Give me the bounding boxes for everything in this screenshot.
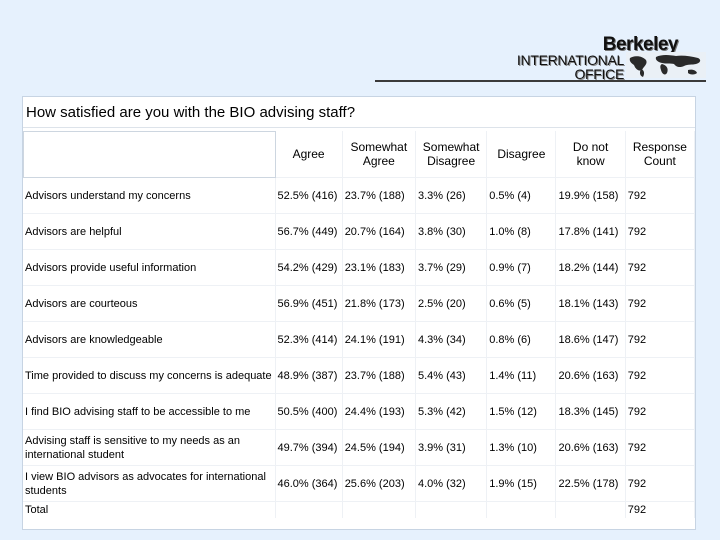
- survey-question: How satisfied are you with the BIO advis…: [26, 104, 356, 121]
- title-divider: [23, 127, 695, 128]
- somewhat-disagree-cell: 5.4% (43): [415, 358, 488, 394]
- agree-cell: 52.5% (416): [275, 178, 343, 214]
- header-somewhat-disagree: Somewhat Disagree: [415, 131, 488, 178]
- logo-line-international: INTERNATIONAL: [516, 52, 624, 68]
- total-empty-cell: [343, 502, 416, 518]
- somewhat-agree-cell: 24.4% (193): [342, 394, 416, 430]
- row-label: Advisors are helpful: [23, 214, 276, 250]
- response-count-cell: 792: [625, 322, 695, 358]
- total-row: Total 792: [23, 502, 695, 518]
- somewhat-agree-cell: 24.5% (194): [342, 430, 416, 466]
- disagree-cell: 1.4% (11): [487, 358, 557, 394]
- row-label: Time provided to discuss my concerns is …: [23, 358, 276, 394]
- somewhat-disagree-cell: 3.7% (29): [415, 250, 488, 286]
- logo-berkeley-text: Berkeley: [602, 34, 679, 55]
- row-label: Advisors understand my concerns: [23, 178, 276, 214]
- response-count-cell: 792: [625, 214, 695, 250]
- disagree-cell: 1.5% (12): [487, 394, 557, 430]
- agree-cell: 49.7% (394): [275, 430, 343, 466]
- total-empty-cell: [487, 502, 557, 518]
- do-not-know-cell: 22.5% (178): [556, 466, 626, 502]
- response-count-cell: 792: [625, 466, 695, 502]
- header-rule: [375, 80, 706, 82]
- header-disagree: Disagree: [487, 131, 557, 178]
- total-empty-cell: [556, 502, 626, 518]
- total-empty-cell: [276, 502, 343, 518]
- disagree-cell: 1.0% (8): [487, 214, 557, 250]
- survey-results-table: Agree Somewhat Agree Somewhat Disagree D…: [23, 131, 695, 518]
- do-not-know-cell: 20.6% (163): [556, 358, 626, 394]
- world-map-icon: [626, 52, 706, 78]
- total-label: Total: [23, 502, 276, 518]
- table-row: Advisors are knowledgeable 52.3% (414) 2…: [23, 322, 695, 358]
- somewhat-disagree-cell: 3.8% (30): [415, 214, 488, 250]
- agree-cell: 56.7% (449): [275, 214, 343, 250]
- row-label: I view BIO advisors as advocates for int…: [23, 466, 276, 502]
- do-not-know-cell: 18.1% (143): [556, 286, 626, 322]
- somewhat-agree-cell: 25.6% (203): [342, 466, 416, 502]
- header-do-not-know: Do not know: [556, 131, 626, 178]
- table-row: Advisors are courteous 56.9% (451) 21.8%…: [23, 286, 695, 322]
- response-count-cell: 792: [625, 250, 695, 286]
- do-not-know-cell: 17.8% (141): [556, 214, 626, 250]
- table-row: I find BIO advising staff to be accessib…: [23, 394, 695, 430]
- table-row: Advisors understand my concerns 52.5% (4…: [23, 178, 695, 214]
- somewhat-disagree-cell: 4.3% (34): [415, 322, 488, 358]
- agree-cell: 50.5% (400): [275, 394, 343, 430]
- do-not-know-cell: 19.9% (158): [556, 178, 626, 214]
- total-empty-cell: [416, 502, 488, 518]
- response-count-cell: 792: [625, 430, 695, 466]
- disagree-cell: 1.3% (10): [487, 430, 557, 466]
- header-agree: Agree: [275, 131, 343, 178]
- table-row: Advising staff is sensitive to my needs …: [23, 430, 695, 466]
- table-row: Advisors provide useful information 54.2…: [23, 250, 695, 286]
- survey-panel: How satisfied are you with the BIO advis…: [22, 96, 696, 530]
- row-label: I find BIO advising staff to be accessib…: [23, 394, 276, 430]
- disagree-cell: 0.6% (5): [487, 286, 557, 322]
- somewhat-agree-cell: 21.8% (173): [342, 286, 416, 322]
- row-label: Advising staff is sensitive to my needs …: [23, 430, 276, 466]
- agree-cell: 56.9% (451): [275, 286, 343, 322]
- somewhat-agree-cell: 23.7% (188): [342, 358, 416, 394]
- disagree-cell: 0.5% (4): [487, 178, 557, 214]
- agree-cell: 52.3% (414): [275, 322, 343, 358]
- response-count-cell: 792: [625, 178, 695, 214]
- do-not-know-cell: 18.6% (147): [556, 322, 626, 358]
- header-somewhat-agree: Somewhat Agree: [342, 131, 416, 178]
- do-not-know-cell: 18.3% (145): [556, 394, 626, 430]
- do-not-know-cell: 18.2% (144): [556, 250, 626, 286]
- row-label: Advisors are courteous: [23, 286, 276, 322]
- disagree-cell: 1.9% (15): [487, 466, 557, 502]
- logo-line-office: OFFICE: [574, 66, 624, 82]
- header-response-count: Response Count: [625, 131, 695, 178]
- row-label: Advisors provide useful information: [23, 250, 276, 286]
- response-count-cell: 792: [625, 286, 695, 322]
- response-count-cell: 792: [625, 394, 695, 430]
- disagree-cell: 0.9% (7): [487, 250, 557, 286]
- somewhat-agree-cell: 23.7% (188): [342, 178, 416, 214]
- table-row: Advisors are helpful 56.7% (449) 20.7% (…: [23, 214, 695, 250]
- logo-office-text: INTERNATIONAL OFFICE: [517, 53, 624, 81]
- somewhat-disagree-cell: 3.3% (26): [415, 178, 488, 214]
- response-count-cell: 792: [625, 358, 695, 394]
- somewhat-disagree-cell: 5.3% (42): [415, 394, 488, 430]
- total-count: 792: [626, 502, 695, 518]
- somewhat-agree-cell: 23.1% (183): [342, 250, 416, 286]
- table-row: I view BIO advisors as advocates for int…: [23, 466, 695, 502]
- agree-cell: 46.0% (364): [275, 466, 343, 502]
- header-blank-cell: [23, 131, 276, 178]
- table-header-row: Agree Somewhat Agree Somewhat Disagree D…: [23, 131, 695, 178]
- disagree-cell: 0.8% (6): [487, 322, 557, 358]
- berkeley-international-office-logo: Berkeley INTERNATIONAL OFFICE: [496, 34, 706, 82]
- agree-cell: 48.9% (387): [275, 358, 343, 394]
- somewhat-disagree-cell: 4.0% (32): [415, 466, 488, 502]
- somewhat-disagree-cell: 3.9% (31): [415, 430, 488, 466]
- table-row: Time provided to discuss my concerns is …: [23, 358, 695, 394]
- somewhat-agree-cell: 24.1% (191): [342, 322, 416, 358]
- somewhat-agree-cell: 20.7% (164): [342, 214, 416, 250]
- row-label: Advisors are knowledgeable: [23, 322, 276, 358]
- agree-cell: 54.2% (429): [275, 250, 343, 286]
- do-not-know-cell: 20.6% (163): [556, 430, 626, 466]
- somewhat-disagree-cell: 2.5% (20): [415, 286, 488, 322]
